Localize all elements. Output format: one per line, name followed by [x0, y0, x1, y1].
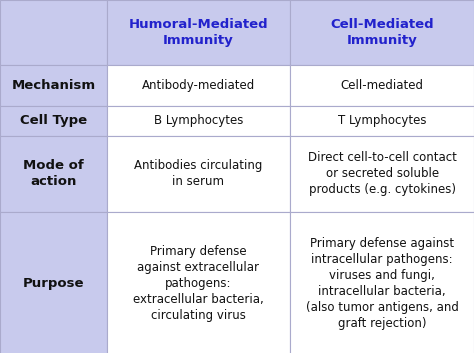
- Text: B Lymphocytes: B Lymphocytes: [154, 114, 243, 127]
- Text: Humoral-Mediated
Immunity: Humoral-Mediated Immunity: [128, 18, 268, 47]
- Text: Antibodies circulating
in serum: Antibodies circulating in serum: [134, 159, 263, 189]
- Bar: [0, 0, 107, 65]
- Bar: [107, 0, 290, 65]
- Text: Mechanism: Mechanism: [11, 79, 95, 92]
- Bar: [107, 136, 290, 212]
- Text: Purpose: Purpose: [23, 277, 84, 290]
- Bar: [290, 0, 474, 65]
- Bar: [107, 106, 290, 136]
- Bar: [290, 136, 474, 212]
- Bar: [107, 65, 290, 106]
- Text: Antibody-mediated: Antibody-mediated: [142, 79, 255, 92]
- Bar: [290, 212, 474, 353]
- Text: Mode of
action: Mode of action: [23, 159, 84, 189]
- Bar: [107, 212, 290, 353]
- Text: Cell-mediated: Cell-mediated: [341, 79, 424, 92]
- Text: Primary defense against
intracellular pathogens:
viruses and fungi,
intracellula: Primary defense against intracellular pa…: [306, 237, 459, 330]
- Text: T Lymphocytes: T Lymphocytes: [338, 114, 427, 127]
- Text: Direct cell-to-cell contact
or secreted soluble
products (e.g. cytokines): Direct cell-to-cell contact or secreted …: [308, 151, 456, 196]
- Text: Cell-Mediated
Immunity: Cell-Mediated Immunity: [330, 18, 434, 47]
- Bar: [0, 212, 107, 353]
- Bar: [0, 65, 107, 106]
- Bar: [290, 106, 474, 136]
- Text: Primary defense
against extracellular
pathogens:
extracellular bacteria,
circula: Primary defense against extracellular pa…: [133, 245, 264, 322]
- Bar: [0, 136, 107, 212]
- Bar: [290, 65, 474, 106]
- Text: Cell Type: Cell Type: [20, 114, 87, 127]
- Bar: [0, 106, 107, 136]
